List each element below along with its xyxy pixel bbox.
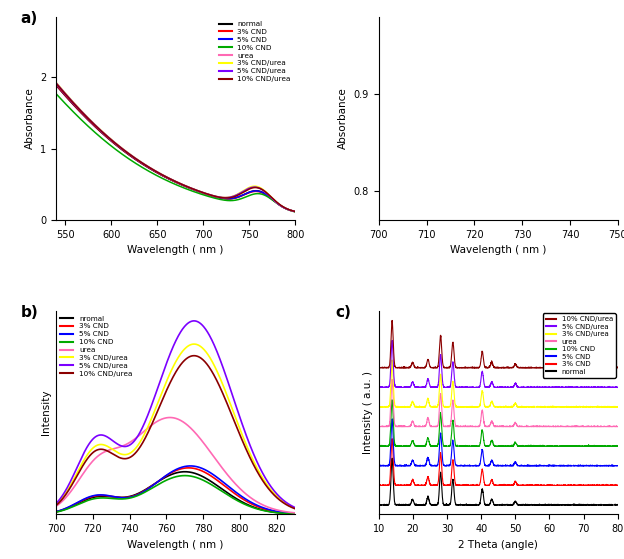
- Y-axis label: Absorbance: Absorbance: [338, 87, 348, 149]
- Y-axis label: Absorbance: Absorbance: [24, 87, 35, 149]
- X-axis label: Wavelength ( nm ): Wavelength ( nm ): [127, 539, 224, 549]
- Y-axis label: Intensity: Intensity: [41, 390, 51, 435]
- X-axis label: Wavelength ( nm ): Wavelength ( nm ): [127, 245, 224, 255]
- Legend: normal, 3% CND, 5% CND, 10% CND, urea, 3% CND/urea, 5% CND/urea, 10% CND/urea: normal, 3% CND, 5% CND, 10% CND, urea, 3…: [216, 18, 294, 85]
- Legend: nromal, 3% CND, 5% CND, 10% CND, urea, 3% CND/urea, 5% CND/urea, 10% CND/urea: nromal, 3% CND, 5% CND, 10% CND, urea, 3…: [57, 312, 135, 380]
- Y-axis label: Intensity ( a.u. ): Intensity ( a.u. ): [363, 371, 373, 454]
- X-axis label: Wavelength ( nm ): Wavelength ( nm ): [450, 245, 547, 255]
- Text: a): a): [21, 11, 37, 26]
- Text: b): b): [21, 305, 38, 320]
- Legend: 10% CND/urea, 5% CND/urea, 3% CND/urea, urea, 10% CND, 5% CND, 3% CND, normal: 10% CND/urea, 5% CND/urea, 3% CND/urea, …: [543, 313, 616, 377]
- X-axis label: 2 Theta (angle): 2 Theta (angle): [459, 539, 539, 549]
- Text: c): c): [336, 305, 352, 320]
